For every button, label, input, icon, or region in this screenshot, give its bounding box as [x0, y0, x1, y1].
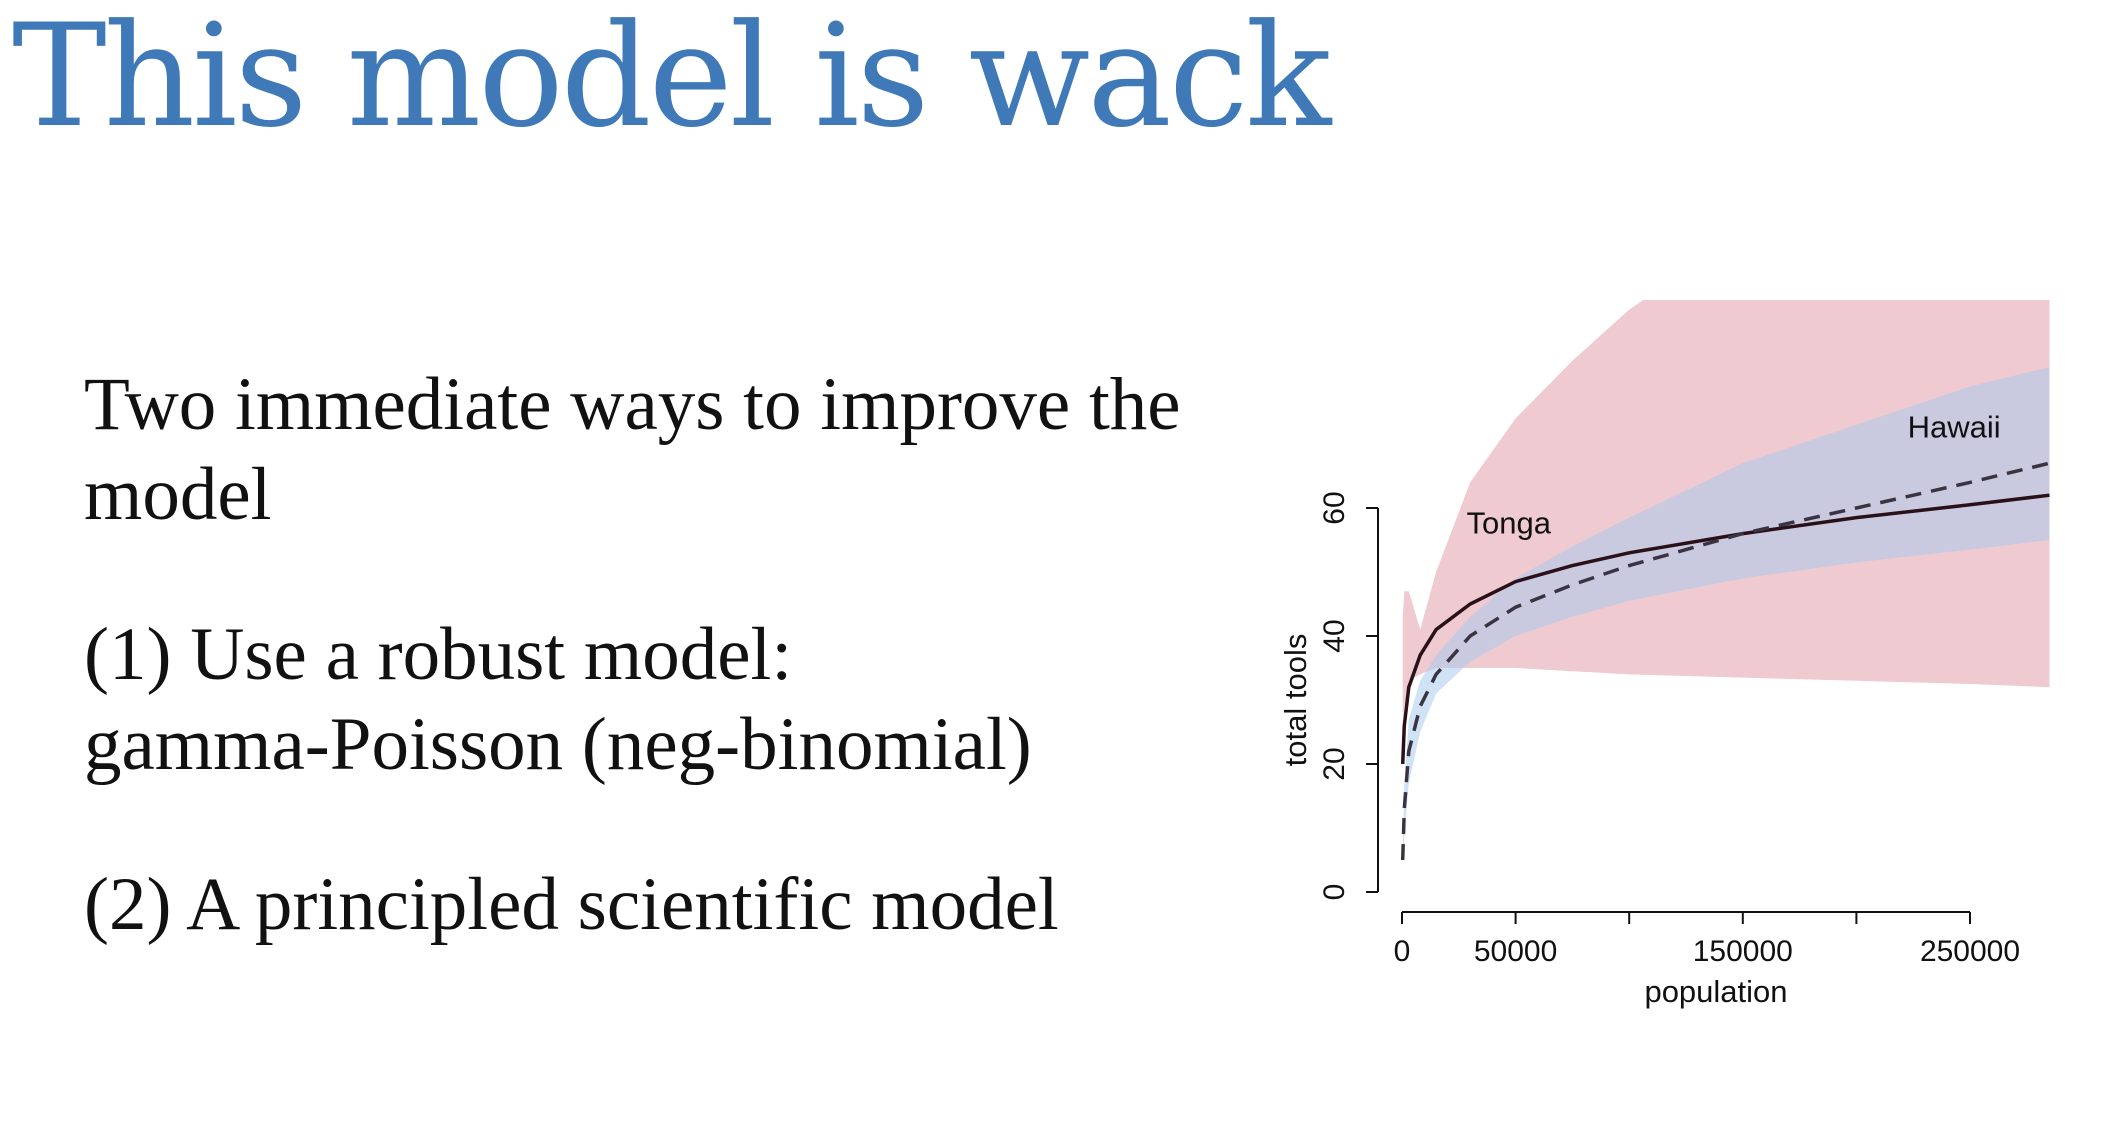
- bullet-robust-model: (1) Use a robust model: gamma-Poisson (n…: [84, 610, 1234, 790]
- bullet-line: (1) Use a robust model:: [84, 613, 793, 696]
- mean-lines: [1400, 461, 2050, 861]
- series-band-dashed: [1402, 367, 2050, 867]
- bullet-line: Two immediate ways to improve the: [84, 363, 1181, 446]
- y-tick-label: 60: [1318, 491, 1351, 524]
- x-axis-title: population: [1644, 974, 1787, 1009]
- axes: 0 20 40 60 0 50000 150000 250000: [1318, 491, 2020, 968]
- y-tick-label: 20: [1318, 747, 1351, 780]
- annotation-hawaii: Hawaii: [1908, 410, 2001, 445]
- slide-title: This model is wack: [12, 0, 1331, 159]
- x-tick-label: 50000: [1474, 935, 1557, 968]
- chart-labels: population total tools Tonga Hawaii: [1278, 410, 2001, 1009]
- series-line-solid: [1400, 493, 2050, 765]
- bullet-line: (2) A principled scientific model: [84, 863, 1059, 946]
- y-tick-label: 0: [1318, 884, 1351, 901]
- bullet-line: model: [84, 453, 272, 536]
- x-tick-label: 0: [1394, 935, 1411, 968]
- annotation-tonga: Tonga: [1467, 506, 1552, 541]
- bullet-line: gamma-Poisson (neg-binomial): [84, 703, 1032, 786]
- y-axis-title: total tools: [1278, 634, 1313, 767]
- bullet-improve: Two immediate ways to improve the model: [84, 360, 1234, 540]
- series-line-dashed: [1400, 461, 2050, 861]
- bullet-scientific-model: (2) A principled scientific model: [84, 860, 1234, 950]
- x-tick-label: 250000: [1920, 935, 2020, 968]
- interval-bands: [1402, 300, 2050, 867]
- x-tick-label: 150000: [1693, 935, 1793, 968]
- bullet-list: Two immediate ways to improve the model …: [84, 360, 1234, 950]
- y-tick-label: 40: [1318, 619, 1351, 652]
